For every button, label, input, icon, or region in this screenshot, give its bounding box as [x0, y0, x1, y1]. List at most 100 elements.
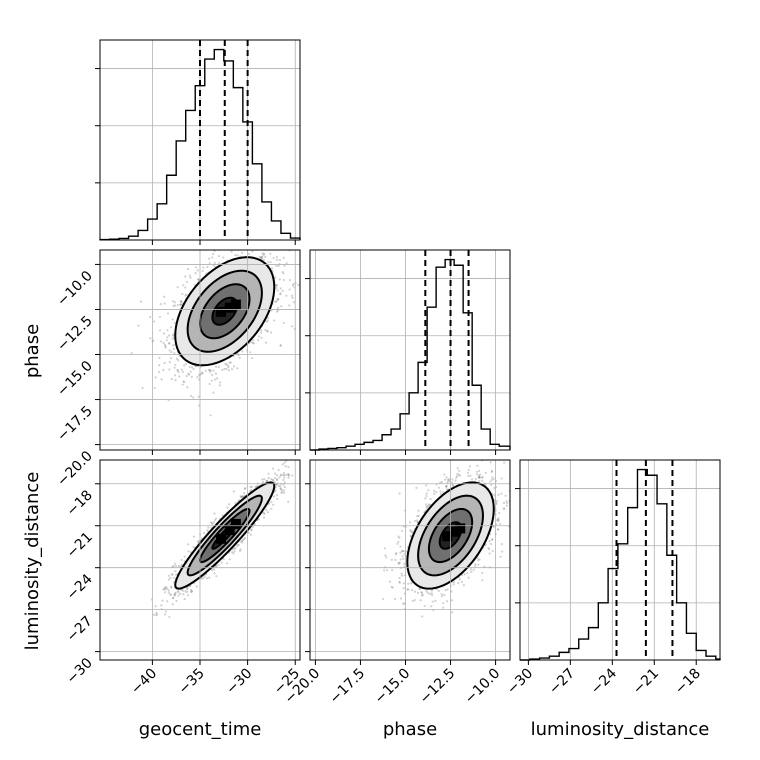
sample-point	[504, 494, 507, 497]
sample-point	[194, 271, 197, 275]
sample-point	[233, 547, 236, 550]
sample-point	[273, 481, 276, 484]
panel-hist-phase	[305, 249, 511, 455]
sample-point	[152, 613, 156, 616]
sample-point	[208, 576, 211, 579]
sample-point	[222, 256, 225, 259]
sample-point	[391, 586, 394, 589]
contour-line	[174, 481, 276, 590]
sample-point	[177, 591, 180, 594]
sample-point	[458, 578, 461, 581]
sample-point	[283, 481, 286, 484]
sample-point	[189, 370, 192, 373]
sample-point	[287, 474, 291, 477]
sample-point	[155, 613, 159, 616]
sample-point	[297, 283, 300, 287]
sample-point	[238, 549, 242, 552]
sample-point	[275, 494, 278, 497]
density-peak-cell	[216, 306, 227, 317]
sample-point	[181, 563, 184, 566]
sample-point	[280, 491, 283, 494]
sample-point	[173, 304, 177, 307]
sample-point	[183, 598, 186, 601]
sample-point	[445, 476, 448, 479]
sample-point	[470, 478, 474, 481]
sample-point	[496, 519, 499, 522]
x-axis-label-luminosity-distance: luminosity_distance	[531, 719, 710, 740]
sample-point	[416, 514, 419, 518]
sample-point	[237, 544, 240, 547]
y-tick-label: −20.0	[54, 448, 96, 490]
sample-point	[432, 489, 436, 493]
y-tick-label: −18	[64, 487, 96, 519]
sample-point	[439, 490, 442, 493]
sample-point	[495, 499, 498, 503]
y-axis-label-luminosity-distance: luminosity_distance	[22, 472, 43, 651]
sample-point	[445, 600, 449, 603]
sample-point	[239, 495, 242, 498]
sample-point	[496, 528, 499, 531]
sample-point	[197, 279, 200, 282]
density-peak-cell	[455, 523, 466, 534]
sample-point	[409, 530, 413, 533]
x-tick-label: −40	[128, 666, 160, 698]
sample-point	[189, 276, 192, 279]
sample-point	[249, 351, 252, 354]
sample-point	[222, 558, 225, 561]
sample-point	[263, 253, 266, 256]
sample-point	[168, 342, 171, 345]
sample-point	[172, 596, 175, 599]
sample-point	[259, 256, 263, 259]
sample-point	[416, 520, 419, 523]
sample-point	[154, 605, 157, 608]
sample-point	[409, 582, 413, 585]
sample-point	[168, 334, 171, 337]
sample-point	[284, 465, 287, 468]
sample-point	[186, 268, 190, 271]
sample-point	[179, 592, 182, 595]
sample-point	[213, 518, 217, 522]
x-tick-label: −30	[223, 666, 255, 698]
sample-point	[270, 477, 273, 481]
x-axis-label-geocent-time: geocent_time	[139, 719, 262, 740]
sample-point	[401, 550, 404, 553]
sample-point	[206, 265, 209, 269]
sample-point	[264, 255, 267, 258]
sample-point	[292, 283, 295, 286]
sample-point	[228, 558, 231, 561]
sample-point	[266, 317, 270, 320]
sample-point	[250, 341, 253, 344]
sample-point	[190, 375, 193, 379]
sample-point	[168, 615, 171, 619]
sample-point	[263, 225, 265, 227]
sample-point	[166, 336, 169, 339]
sample-point	[201, 371, 204, 374]
sample-point	[416, 591, 420, 594]
sample-point	[212, 369, 215, 372]
sample-point	[230, 250, 233, 253]
x-tick-label: −27	[546, 666, 578, 698]
sample-point	[478, 476, 481, 479]
sample-point	[271, 478, 274, 482]
sample-point	[265, 479, 269, 482]
sample-point	[402, 582, 405, 585]
sample-point	[260, 257, 263, 260]
sample-point	[491, 476, 494, 479]
sample-point	[173, 562, 177, 565]
sample-point	[450, 481, 454, 484]
sample-point	[444, 589, 447, 592]
sample-point	[499, 555, 502, 558]
sample-point	[234, 501, 237, 505]
sample-point	[249, 533, 252, 536]
sample-point	[403, 562, 406, 565]
sample-point	[443, 593, 446, 597]
sample-point	[287, 476, 290, 479]
sample-point	[169, 593, 172, 596]
sample-point	[214, 372, 218, 375]
sample-point	[446, 481, 449, 484]
sample-point	[171, 565, 174, 568]
sample-point	[398, 536, 401, 539]
sample-point	[405, 550, 408, 553]
sample-point	[170, 377, 173, 381]
sample-point	[171, 603, 174, 606]
